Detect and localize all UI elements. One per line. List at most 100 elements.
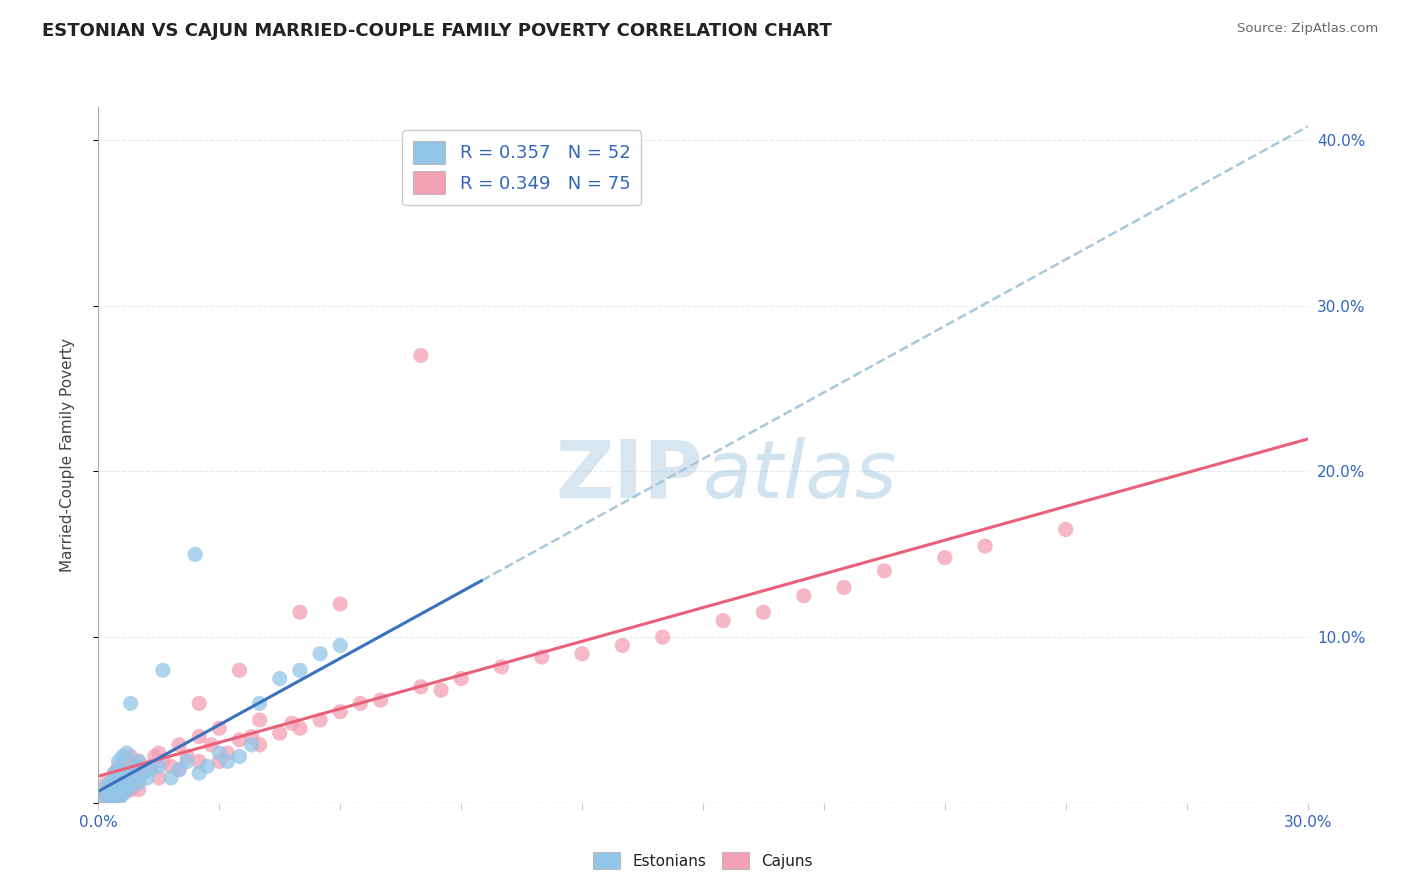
Point bbox=[103, 766, 125, 780]
Point bbox=[208, 721, 231, 735]
Point bbox=[309, 713, 332, 727]
Point bbox=[148, 771, 170, 785]
Point bbox=[115, 746, 138, 760]
Point bbox=[217, 746, 239, 760]
Point bbox=[128, 755, 150, 769]
Text: ZIP: ZIP bbox=[555, 437, 703, 515]
Text: Source: ZipAtlas.com: Source: ZipAtlas.com bbox=[1237, 22, 1378, 36]
Point bbox=[115, 774, 138, 789]
Point bbox=[128, 776, 150, 790]
Point bbox=[612, 639, 634, 653]
Point bbox=[120, 697, 142, 711]
Point bbox=[148, 759, 170, 773]
Point bbox=[188, 697, 211, 711]
Point bbox=[288, 721, 311, 735]
Point bbox=[100, 789, 122, 804]
Point bbox=[711, 614, 734, 628]
Point bbox=[103, 782, 125, 797]
Point bbox=[873, 564, 896, 578]
Point bbox=[217, 755, 239, 769]
Point bbox=[111, 780, 134, 795]
Point bbox=[148, 746, 170, 760]
Point bbox=[107, 792, 129, 806]
Point bbox=[111, 772, 134, 787]
Point bbox=[132, 766, 155, 780]
Point bbox=[135, 771, 157, 785]
Point bbox=[139, 759, 162, 773]
Point bbox=[103, 788, 125, 802]
Point bbox=[409, 680, 432, 694]
Point bbox=[184, 547, 207, 561]
Point bbox=[103, 779, 125, 793]
Point bbox=[195, 759, 218, 773]
Point bbox=[329, 597, 352, 611]
Point bbox=[530, 650, 553, 665]
Point bbox=[115, 755, 138, 769]
Point bbox=[269, 726, 291, 740]
Point bbox=[329, 639, 352, 653]
Point bbox=[107, 786, 129, 800]
Point bbox=[249, 738, 271, 752]
Point bbox=[107, 755, 129, 769]
Point bbox=[409, 349, 432, 363]
Point bbox=[128, 782, 150, 797]
Point bbox=[96, 788, 118, 802]
Point bbox=[103, 774, 125, 789]
Point bbox=[430, 683, 453, 698]
Point bbox=[143, 749, 166, 764]
Point bbox=[107, 774, 129, 789]
Point bbox=[100, 784, 122, 798]
Point bbox=[120, 782, 142, 797]
Point bbox=[107, 779, 129, 793]
Point bbox=[281, 716, 304, 731]
Point bbox=[111, 749, 134, 764]
Point bbox=[176, 749, 198, 764]
Point bbox=[208, 755, 231, 769]
Point bbox=[120, 769, 142, 783]
Point bbox=[240, 738, 263, 752]
Point bbox=[132, 766, 155, 780]
Point bbox=[111, 764, 134, 779]
Point bbox=[120, 766, 142, 780]
Point bbox=[128, 771, 150, 785]
Point bbox=[309, 647, 332, 661]
Point bbox=[240, 730, 263, 744]
Point bbox=[370, 693, 392, 707]
Point bbox=[167, 763, 190, 777]
Point bbox=[152, 755, 174, 769]
Point bbox=[249, 713, 271, 727]
Point bbox=[124, 779, 146, 793]
Point bbox=[200, 738, 222, 752]
Point bbox=[752, 605, 775, 619]
Point bbox=[115, 782, 138, 797]
Point bbox=[329, 705, 352, 719]
Point bbox=[208, 746, 231, 760]
Point bbox=[349, 697, 371, 711]
Point bbox=[96, 788, 118, 802]
Point bbox=[120, 749, 142, 764]
Point bbox=[934, 550, 956, 565]
Point bbox=[167, 763, 190, 777]
Point bbox=[111, 778, 134, 792]
Point bbox=[188, 755, 211, 769]
Point bbox=[188, 766, 211, 780]
Point bbox=[128, 755, 150, 769]
Point bbox=[450, 672, 472, 686]
Legend: R = 0.357   N = 52, R = 0.349   N = 75: R = 0.357 N = 52, R = 0.349 N = 75 bbox=[402, 130, 641, 205]
Point bbox=[107, 782, 129, 797]
Point bbox=[288, 663, 311, 677]
Point bbox=[974, 539, 997, 553]
Point bbox=[124, 763, 146, 777]
Point bbox=[228, 663, 250, 677]
Point bbox=[111, 788, 134, 802]
Point bbox=[288, 605, 311, 619]
Point bbox=[188, 730, 211, 744]
Point bbox=[152, 663, 174, 677]
Point bbox=[249, 697, 271, 711]
Point bbox=[124, 759, 146, 773]
Point bbox=[91, 792, 114, 806]
Point bbox=[120, 779, 142, 793]
Point bbox=[651, 630, 673, 644]
Point bbox=[160, 759, 183, 773]
Point bbox=[571, 647, 593, 661]
